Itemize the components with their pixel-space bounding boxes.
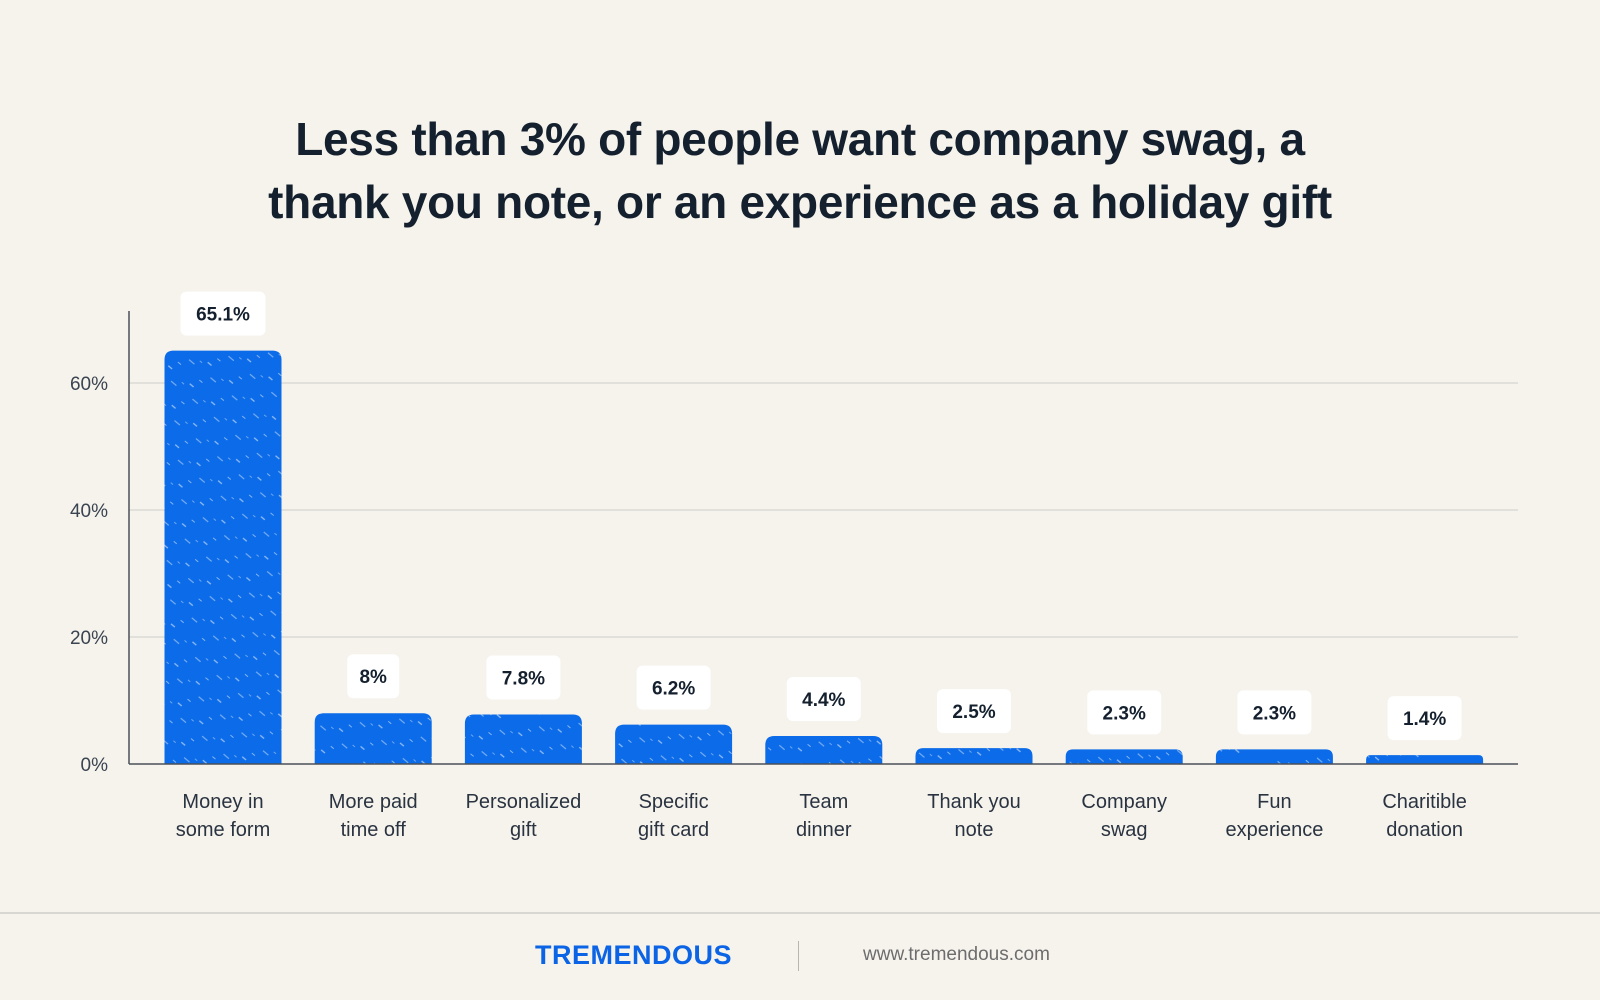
data-label: 2.3%: [1253, 703, 1296, 724]
bar-texture-7: [1215, 749, 1333, 764]
data-label: 7.8%: [502, 668, 545, 689]
bar-texture-8: [1366, 755, 1484, 764]
brand-logo: TREMENDOUS: [535, 940, 733, 970]
x-category-label: donation: [1386, 819, 1463, 841]
bar-texture-5: [915, 748, 1033, 764]
gridlines: [129, 382, 1518, 638]
bar-texture-6: [1065, 749, 1183, 764]
data-label: 8%: [359, 667, 387, 688]
footer-divider-line: [0, 912, 1600, 914]
data-label-box: [347, 654, 400, 699]
bar-chart: 0% 20% 40% 60% Money in some form More paid tim…: [70, 291, 1518, 841]
x-category-label: Personalized: [466, 791, 582, 813]
x-category-label: Thank you: [927, 791, 1020, 813]
y-tick-label: 20%: [70, 628, 108, 649]
data-label-box: [786, 677, 861, 722]
data-label-box: [636, 665, 711, 710]
x-category-label: gift card: [638, 819, 709, 841]
footer-separator: [798, 941, 799, 971]
x-category-label: Charitible: [1382, 791, 1466, 813]
bar-texture-4: [765, 736, 883, 764]
data-label-box: [937, 689, 1011, 734]
bar-texture-3: [615, 724, 733, 764]
x-category-label: Specific: [639, 791, 709, 813]
x-category-label: More paid: [329, 791, 418, 813]
website-url[interactable]: www.tremendous.com: [863, 944, 1050, 965]
chart-title-line-2: thank you note, or an experience as a ho…: [268, 176, 1332, 228]
x-category-label: Money in: [182, 791, 263, 813]
data-label: 2.5%: [952, 702, 995, 723]
data-label: 1.4%: [1403, 709, 1446, 730]
x-category-label: some form: [176, 819, 270, 841]
x-category-label: experience: [1225, 819, 1323, 841]
chart-title-line-1: Less than 3% of people want company swag…: [295, 113, 1305, 165]
x-category-label: Fun: [1257, 791, 1291, 813]
bar-texture-0: [164, 350, 282, 764]
data-labels: 65.1% 8% 7.8% 6.2% 4.4% 2.5% 2.3% 2.3% 1.4%: [180, 291, 1462, 741]
data-label: 2.3%: [1103, 703, 1146, 724]
data-label-box: [180, 291, 266, 336]
bar-texture-2: [464, 714, 582, 764]
x-category-label: Company: [1081, 791, 1167, 813]
x-category-label: note: [955, 819, 994, 841]
data-label-box: [1237, 690, 1312, 735]
axes: 0% 20% 40% 60% Money in some form More paid tim…: [70, 311, 1518, 841]
y-tick-label: 60%: [70, 374, 108, 395]
bar-texture-1: [314, 713, 432, 764]
y-tick-label: 40%: [70, 501, 108, 522]
x-category-label: Team: [799, 791, 848, 813]
data-label: 65.1%: [196, 305, 250, 326]
x-category-label: dinner: [796, 819, 852, 841]
data-label: 4.4%: [802, 690, 845, 711]
data-label-box: [486, 655, 561, 700]
x-category-label: gift: [510, 819, 537, 841]
chart-title: Less than 3% of people want company swag…: [180, 108, 1420, 234]
y-tick-label: 0%: [81, 755, 109, 776]
data-label-box: [1087, 690, 1162, 735]
data-label-box: [1387, 696, 1462, 741]
x-category-label: time off: [341, 819, 407, 841]
x-category-label: swag: [1101, 819, 1148, 841]
bars: [164, 350, 1484, 764]
data-label: 6.2%: [652, 679, 695, 700]
